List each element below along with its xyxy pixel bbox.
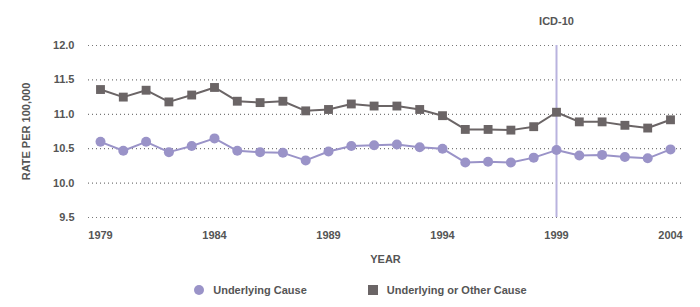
svg-text:10.5: 10.5 — [53, 142, 74, 154]
svg-text:10.0: 10.0 — [53, 177, 74, 189]
svg-text:9.5: 9.5 — [59, 211, 74, 223]
html-text:Underlying or Other Cause: Underlying or Other Cause — [386, 284, 527, 296]
svg-text:YEAR: YEAR — [370, 253, 401, 265]
svg-text:12.0: 12.0 — [53, 39, 74, 51]
svg-text:1994: 1994 — [430, 229, 455, 241]
svg-text:2004: 2004 — [658, 229, 683, 241]
svg-text:1989: 1989 — [316, 229, 340, 241]
svg-text:11.0: 11.0 — [54, 108, 75, 120]
svg-text:1984: 1984 — [202, 229, 227, 241]
svg-text:11.5: 11.5 — [54, 73, 75, 85]
html-text:Underlying Cause: Underlying Cause — [213, 284, 307, 296]
svg-text:1979: 1979 — [88, 229, 112, 241]
svg-text:RATE PER 100,000: RATE PER 100,000 — [20, 83, 32, 181]
svg-text:1999: 1999 — [544, 229, 568, 241]
svg-text:ICD-10: ICD-10 — [539, 15, 574, 27]
